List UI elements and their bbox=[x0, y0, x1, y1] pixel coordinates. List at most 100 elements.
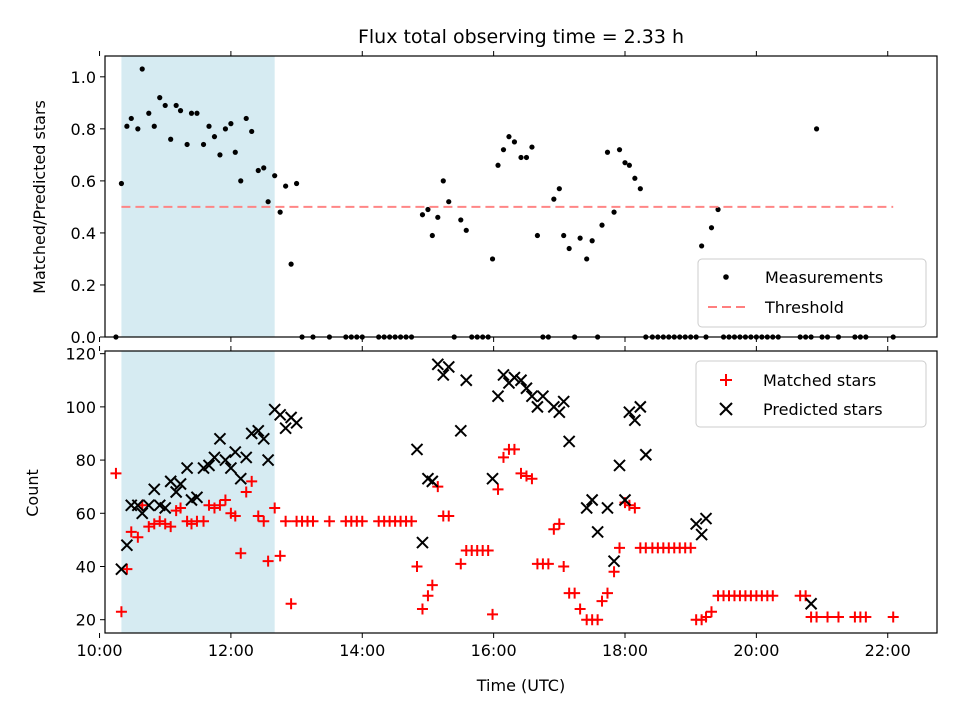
matched-star-point bbox=[219, 494, 231, 506]
predicted-star-point bbox=[410, 443, 424, 456]
predicted-star-point bbox=[180, 461, 194, 475]
predicted-star-point bbox=[695, 528, 708, 541]
measurement-point bbox=[206, 123, 212, 129]
predicted-star-point bbox=[562, 435, 576, 448]
predicted-star-point bbox=[497, 368, 510, 382]
predicted-star-point bbox=[240, 451, 253, 464]
matched-star-point bbox=[269, 502, 281, 514]
predicted-star-point bbox=[229, 445, 242, 459]
matched-star-point bbox=[154, 515, 166, 527]
matched-star-point bbox=[208, 502, 220, 514]
matched-star-point bbox=[596, 595, 608, 607]
matched-star-point bbox=[553, 518, 565, 530]
matched-star-point bbox=[148, 518, 160, 530]
matched-star-point bbox=[203, 499, 215, 511]
predicted-star-point bbox=[252, 424, 265, 438]
predicted-star-point bbox=[618, 493, 632, 507]
predicted-star-point bbox=[431, 358, 445, 371]
measurement-point bbox=[272, 173, 278, 179]
measurement-point bbox=[288, 261, 294, 267]
measurement-point bbox=[118, 180, 125, 187]
measurement-point bbox=[632, 175, 638, 181]
matched-star-point bbox=[592, 614, 604, 626]
y-tick-label: 0.8 bbox=[71, 120, 96, 139]
matched-stars-series bbox=[110, 443, 899, 626]
predicted-star-point bbox=[508, 371, 521, 384]
legend-threshold-label: Threshold bbox=[764, 298, 844, 317]
matched-star-point bbox=[574, 603, 586, 615]
measurement-point bbox=[699, 243, 705, 249]
matched-star-point bbox=[426, 579, 438, 591]
x-tick-label: 10:00 bbox=[76, 641, 122, 660]
matched-star-point bbox=[411, 560, 423, 572]
measurement-point bbox=[168, 136, 174, 142]
predicted-star-point bbox=[442, 360, 455, 374]
measurement-point bbox=[715, 206, 721, 213]
matched-star-point bbox=[887, 611, 899, 623]
predicted-star-point bbox=[437, 368, 450, 382]
matched-star-point bbox=[121, 563, 133, 575]
legend-measurements-label: Measurements bbox=[765, 268, 883, 287]
matched-star-point bbox=[110, 467, 122, 479]
predicted-star-point bbox=[273, 408, 287, 422]
predicted-star-point bbox=[261, 453, 275, 467]
predicted-star-point bbox=[164, 475, 177, 488]
matched-star-point bbox=[497, 451, 509, 463]
matched-star-point bbox=[165, 521, 177, 533]
predicted-star-point bbox=[460, 374, 473, 387]
matched-star-point bbox=[246, 475, 258, 487]
predicted-star-point bbox=[454, 424, 467, 438]
matched-star-point bbox=[487, 608, 499, 620]
predicted-star-point bbox=[623, 405, 636, 419]
predicted-star-point bbox=[219, 453, 232, 467]
matched-star-point bbox=[307, 515, 319, 527]
predicted-star-point bbox=[607, 554, 621, 568]
matched-star-point bbox=[132, 531, 144, 543]
matched-star-point bbox=[455, 558, 467, 570]
predicted-stars-series bbox=[115, 358, 818, 610]
x-axis-label: Time (UTC) bbox=[476, 676, 565, 695]
measurement-point bbox=[151, 123, 157, 129]
measurement-point bbox=[511, 139, 518, 145]
matched-star-point bbox=[492, 483, 504, 495]
top-legend-box bbox=[697, 258, 927, 328]
legend-matched-marker bbox=[720, 374, 732, 386]
predicted-star-point bbox=[557, 395, 570, 408]
measurement-point bbox=[534, 232, 541, 239]
measurement-point bbox=[708, 225, 715, 231]
measurement-point bbox=[139, 66, 145, 72]
matched-star-point bbox=[558, 560, 570, 572]
predicted-star-point bbox=[536, 390, 550, 403]
measurement-point bbox=[463, 227, 469, 233]
predicted-star-point bbox=[580, 501, 593, 515]
measurement-point bbox=[435, 214, 441, 220]
measurement-point bbox=[637, 186, 643, 192]
measurement-point bbox=[217, 152, 223, 158]
matched-star-point bbox=[159, 518, 171, 530]
legend-predicted-marker bbox=[719, 402, 733, 416]
matched-star-point bbox=[198, 515, 210, 527]
measurement-point bbox=[440, 178, 446, 184]
predicted-star-point bbox=[159, 501, 172, 515]
predicted-star-point bbox=[202, 459, 216, 472]
measurement-point bbox=[500, 147, 507, 153]
measurement-point bbox=[584, 256, 590, 262]
predicted-star-point bbox=[426, 475, 439, 488]
measurement-point bbox=[283, 183, 289, 189]
measurement-point bbox=[506, 134, 512, 140]
measurement-point bbox=[446, 199, 452, 205]
predicted-star-point bbox=[224, 461, 238, 475]
x-tick-label: 18:00 bbox=[602, 641, 648, 660]
matched-star-point bbox=[860, 611, 872, 623]
x-tick-label: 14:00 bbox=[339, 641, 385, 660]
matched-star-point bbox=[143, 521, 155, 533]
y-tick-label: 0.2 bbox=[71, 276, 96, 295]
chart-title: Flux total observing time = 2.33 h bbox=[358, 26, 684, 48]
measurement-point bbox=[489, 256, 496, 262]
measurement-point bbox=[184, 141, 190, 148]
predicted-star-point bbox=[131, 499, 145, 512]
matched-star-point bbox=[285, 598, 297, 610]
predicted-star-point bbox=[234, 472, 247, 485]
matched-star-point bbox=[705, 606, 717, 618]
measurement-point bbox=[611, 209, 617, 215]
